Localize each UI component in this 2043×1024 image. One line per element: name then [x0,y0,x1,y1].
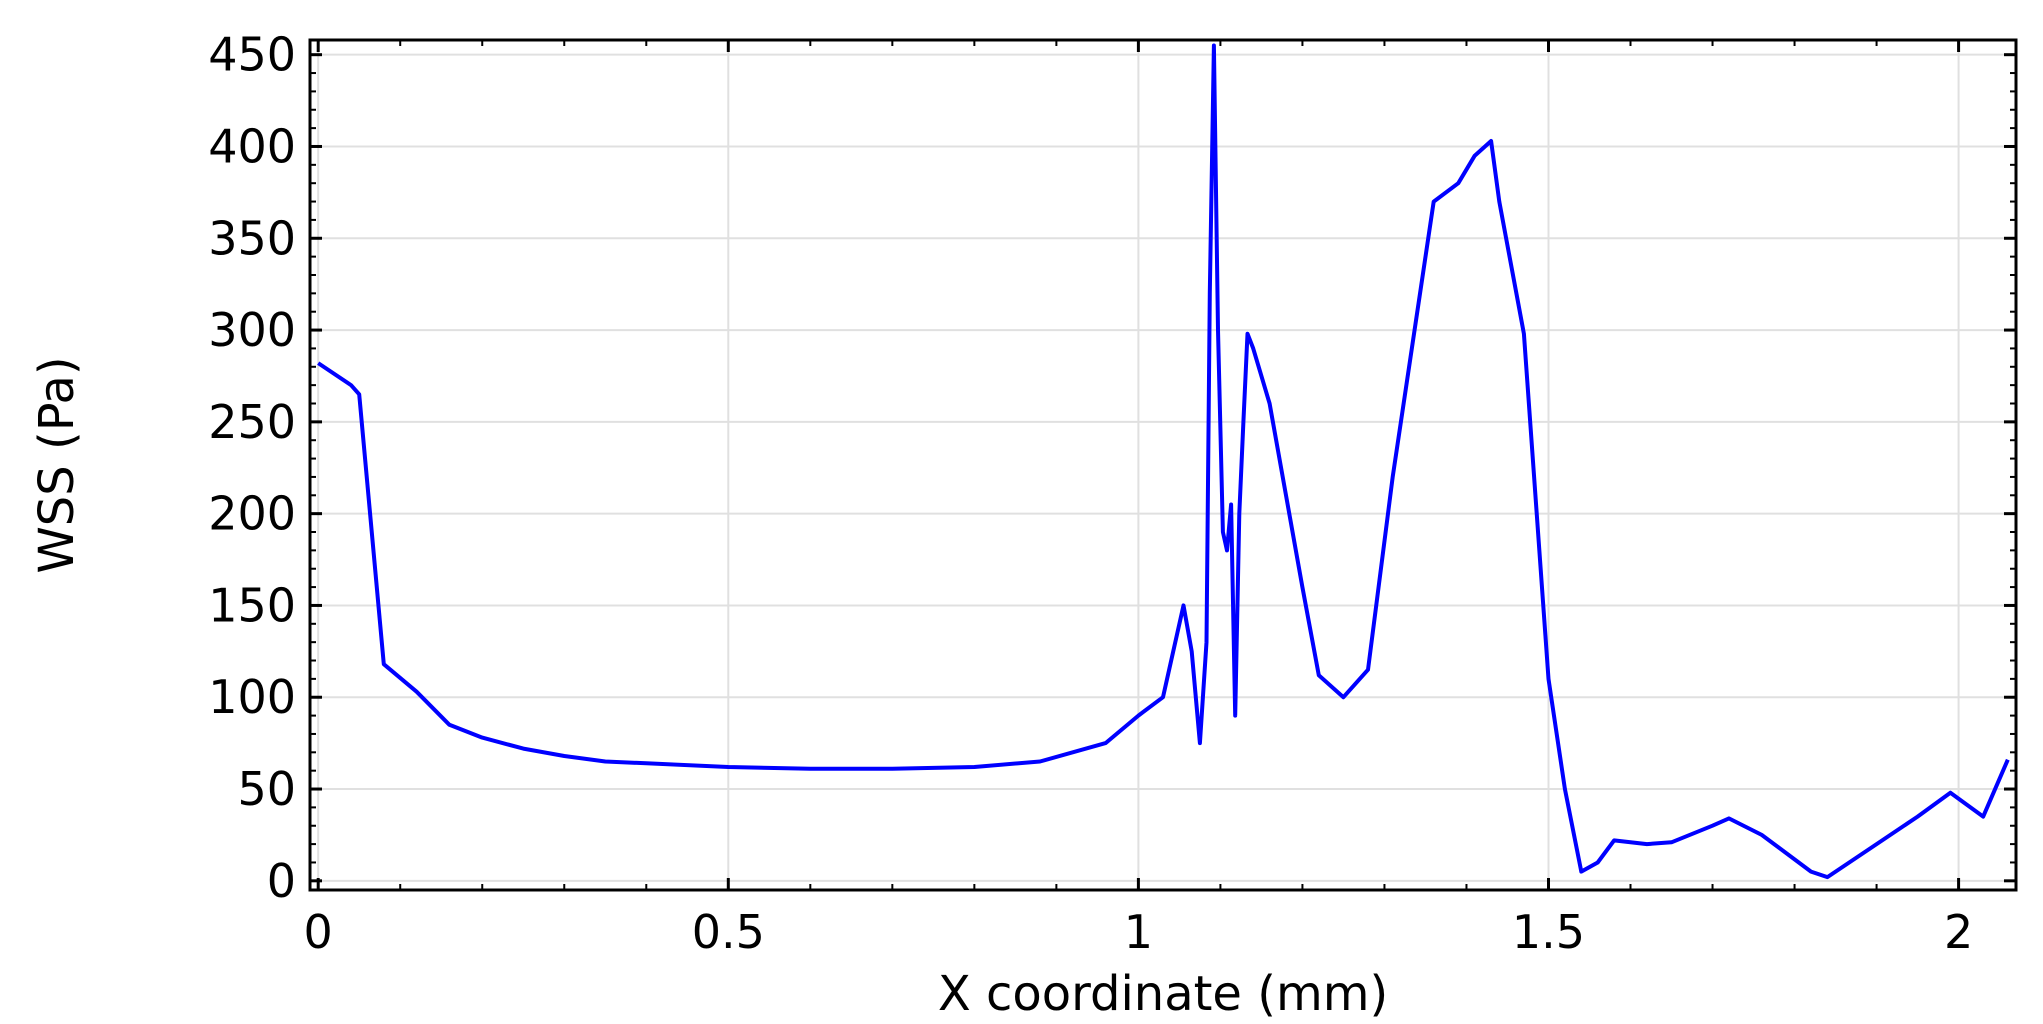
y-tick-label: 250 [208,395,296,449]
x-axis-tick-labels: 0 0.5 1 1.5 2 [304,905,1974,959]
wss-series-line [317,43,2010,880]
x-tick-label: 0.5 [692,905,765,959]
axis-ticks [310,40,2016,890]
y-axis-title: WSS (Pa) [29,356,85,573]
grid-lines [310,40,2016,890]
y-tick-label: 50 [237,762,296,816]
y-tick-label: 400 [208,119,296,173]
plot-area-frame [308,38,2018,892]
y-tick-label: 450 [208,28,296,82]
x-tick-label: 1 [1124,905,1153,959]
y-tick-label: 350 [208,211,296,265]
series-layer [317,43,2010,880]
y-tick-label: 150 [208,578,296,632]
x-axis-title: X coordinate (mm) [938,966,1388,1022]
y-tick-label: 200 [208,487,296,541]
y-tick-label: 0 [267,854,296,908]
x-tick-label: 0 [304,905,333,959]
y-axis-tick-labels: 0 50 100 150 200 250 300 350 400 450 [208,28,296,908]
x-tick-label: 2 [1944,905,1973,959]
x-tick-label: 1.5 [1512,905,1585,959]
y-tick-label: 300 [208,303,296,357]
y-tick-label: 100 [208,670,296,724]
